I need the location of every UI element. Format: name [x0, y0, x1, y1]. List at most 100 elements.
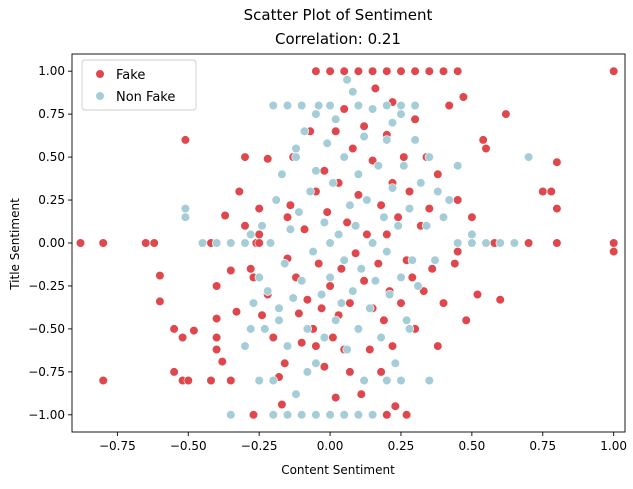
data-point [311, 166, 321, 176]
data-point [299, 126, 310, 136]
y-tick-label: −0.25 [28, 279, 65, 293]
data-point [240, 238, 250, 248]
data-point [368, 66, 378, 76]
data-point [331, 126, 341, 136]
data-point [226, 238, 236, 248]
x-tick-label: 0.75 [529, 439, 556, 453]
data-point [274, 315, 284, 325]
data-point [407, 272, 417, 283]
data-point [311, 358, 321, 368]
data-point [342, 75, 352, 85]
data-point [325, 410, 335, 420]
data-point [342, 344, 352, 355]
data-point [362, 229, 372, 239]
data-point [368, 104, 378, 114]
data-point [319, 217, 330, 227]
data-point [396, 66, 406, 76]
data-point [319, 332, 330, 343]
data-point [141, 238, 151, 248]
data-point [387, 183, 398, 193]
data-point [376, 200, 386, 210]
data-point [325, 238, 335, 248]
data-point [325, 281, 335, 291]
data-point [396, 272, 406, 283]
x-tick-label: 1.00 [600, 439, 627, 453]
data-point [328, 332, 338, 343]
data-point [413, 281, 423, 291]
data-point [365, 344, 375, 355]
data-point [353, 100, 364, 111]
data-point [450, 259, 460, 269]
legend-label: Fake [116, 68, 145, 83]
data-point [277, 399, 287, 410]
data-point [325, 272, 335, 283]
data-point [220, 210, 230, 221]
data-point [345, 298, 355, 308]
data-point [257, 221, 267, 231]
data-point [339, 152, 349, 162]
data-point [311, 341, 321, 351]
data-point [155, 296, 165, 307]
data-point [419, 286, 429, 296]
data-point [231, 307, 242, 317]
data-point [402, 410, 412, 420]
legend-box [81, 59, 197, 111]
data-point [390, 358, 400, 368]
y-tick-label: −1.00 [28, 408, 65, 422]
data-point [433, 186, 443, 197]
data-point [424, 204, 434, 214]
data-point [178, 332, 188, 343]
data-point [382, 135, 392, 145]
chart-subtitle: Correlation: 0.21 [275, 30, 401, 48]
x-tick-label: −0.25 [241, 439, 278, 453]
data-point [291, 152, 301, 162]
data-point [379, 212, 389, 222]
x-tick-label: 0.25 [388, 439, 415, 453]
data-point [311, 109, 321, 119]
data-point [226, 265, 236, 276]
data-point [523, 152, 534, 162]
data-point [404, 204, 415, 214]
data-point [353, 324, 364, 334]
data-point [399, 152, 409, 162]
data-point [410, 114, 420, 124]
data-point [268, 332, 278, 343]
data-point [609, 238, 619, 248]
data-point [297, 338, 307, 348]
data-point [382, 247, 392, 257]
data-point [348, 87, 358, 97]
data-point [370, 276, 381, 286]
data-point [234, 186, 244, 197]
data-point [336, 264, 347, 274]
data-point [246, 229, 256, 239]
data-point [268, 375, 278, 386]
data-point [339, 66, 349, 76]
data-point [382, 100, 392, 111]
data-point [302, 295, 313, 305]
data-point [299, 224, 310, 234]
data-point [197, 238, 208, 248]
data-point [322, 207, 332, 217]
data-point [254, 229, 264, 239]
data-point [339, 104, 349, 114]
y-axis-label: Title Sentiment [8, 198, 22, 291]
data-point [189, 326, 199, 336]
data-point [305, 186, 315, 197]
data-point [438, 212, 449, 222]
data-point [319, 362, 330, 372]
data-point [481, 238, 491, 248]
data-point [155, 271, 165, 281]
data-point [314, 100, 324, 111]
data-point [351, 221, 361, 231]
data-point [254, 204, 264, 214]
data-point [271, 195, 281, 205]
y-tick-label: 0.00 [38, 236, 65, 250]
data-point [368, 238, 378, 248]
data-point [382, 66, 392, 76]
data-point [385, 289, 395, 300]
data-point [334, 229, 344, 239]
data-point [399, 161, 409, 171]
data-point [240, 341, 250, 351]
data-point [254, 375, 264, 386]
data-point [444, 195, 454, 205]
